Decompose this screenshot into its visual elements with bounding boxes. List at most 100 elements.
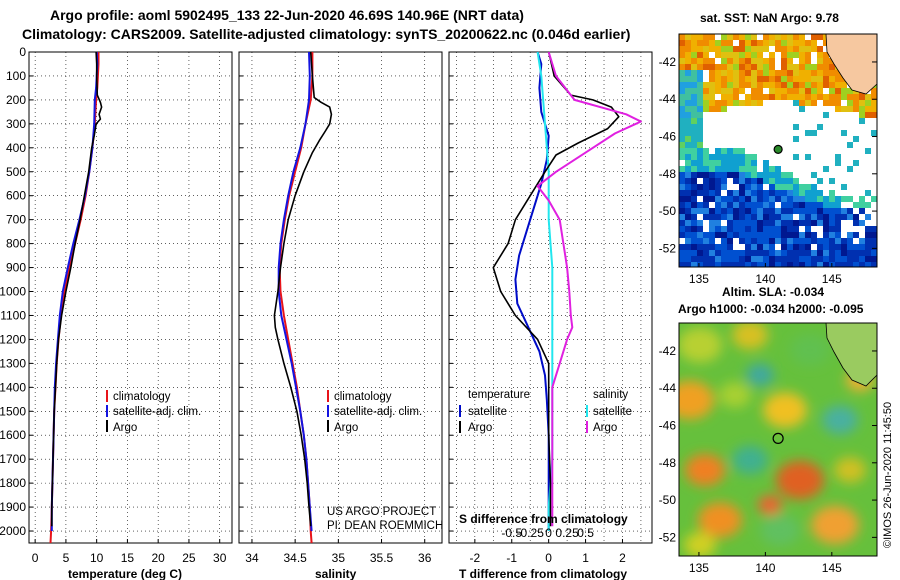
sst-cell [817, 58, 823, 64]
sst-cell [703, 256, 709, 262]
sst-cell [733, 226, 739, 232]
sst-cell [697, 226, 703, 232]
sst-cell [787, 40, 793, 46]
sst-cell [679, 40, 685, 46]
temperature-frame [28, 51, 233, 544]
sst-cell [823, 52, 829, 58]
sst-cell [781, 256, 787, 262]
sst-cell [763, 40, 769, 46]
sst-cell [793, 154, 799, 160]
sst-cell [787, 76, 793, 82]
sst-cell [715, 88, 721, 94]
s-difference-ticks: -0.5-0.25 0 0.250.5 [501, 526, 594, 540]
sst-cell [715, 76, 721, 82]
sst-cell [757, 70, 763, 76]
legend-s-argo: Argo [593, 422, 617, 434]
sst-cell [793, 226, 799, 232]
sst-cell [685, 184, 691, 190]
sst-cell [805, 250, 811, 256]
sst-cell [745, 238, 751, 244]
sst-cell [739, 154, 745, 160]
sst-cell [679, 82, 685, 88]
sst-cell [823, 238, 829, 244]
sst-cell [775, 232, 781, 238]
sst-cell [751, 160, 757, 166]
sst-cell [865, 106, 871, 112]
sst-cell [811, 130, 817, 136]
sst-cell [745, 76, 751, 82]
series-line-argo [50, 51, 103, 527]
sst-cell [787, 244, 793, 250]
sst-cell [817, 250, 823, 256]
sst-cell [859, 202, 865, 208]
sst-cell [709, 64, 715, 70]
sst-cell [685, 130, 691, 136]
sst-cell [817, 220, 823, 226]
sst-cell [781, 82, 787, 88]
lon-tick-label: 135 [689, 561, 709, 575]
sst-cell [733, 232, 739, 238]
sst-cell [751, 154, 757, 160]
tasmania-landmass [825, 323, 877, 387]
sst-cell [841, 184, 847, 190]
sst-cell [799, 202, 805, 208]
sst-cell [721, 88, 727, 94]
sst-cell [733, 256, 739, 262]
sst-cell [793, 190, 799, 196]
x-tick-label: 35.5 [370, 551, 394, 565]
sst-cell [859, 112, 865, 118]
sst-cell [763, 178, 769, 184]
sst-cell [739, 220, 745, 226]
sst-cell [703, 190, 709, 196]
sst-cell [811, 262, 817, 267]
sst-cell [811, 34, 817, 40]
sst-cell [829, 244, 835, 250]
sst-cell [811, 70, 817, 76]
sst-cell [715, 40, 721, 46]
sst-cell [763, 190, 769, 196]
sst-cell [835, 256, 841, 262]
sst-cell [811, 214, 817, 220]
sst-cell [721, 64, 727, 70]
sst-cell [799, 220, 805, 226]
sst-cell [703, 64, 709, 70]
sst-cell [679, 244, 685, 250]
sst-cell [799, 34, 805, 40]
series-line-s-argo [536, 51, 642, 527]
sst-cell [847, 142, 853, 148]
sst-cell [787, 64, 793, 70]
depth-tick-label: 1300 [0, 356, 26, 370]
height-map: Argo h1000: -0.034 h2000: -0.095 -42-44-… [659, 302, 878, 575]
sst-cell [679, 208, 685, 214]
sst-cell [865, 226, 871, 232]
sst-cell [679, 148, 685, 154]
sst-cell [823, 244, 829, 250]
sst-cell [715, 64, 721, 70]
sst-cell [859, 256, 865, 262]
series-line-t-argo [492, 51, 620, 527]
sst-cell [721, 244, 727, 250]
height-anomaly-blob [732, 445, 768, 475]
sst-cell [739, 100, 745, 106]
sst-cell [871, 106, 877, 112]
sst-cell [703, 94, 709, 100]
sst-cell [817, 208, 823, 214]
sst-cell [805, 184, 811, 190]
sst-cell [775, 70, 781, 76]
sst-cell [805, 70, 811, 76]
sst-cell [805, 154, 811, 160]
sst-cell [775, 166, 781, 172]
sst-cell [823, 64, 829, 70]
sst-cell [745, 232, 751, 238]
sst-cell [745, 46, 751, 52]
sst-cell [805, 226, 811, 232]
sst-cell [865, 202, 871, 208]
sst-cell [751, 166, 757, 172]
depth-tick-label: 200 [6, 93, 26, 107]
sst-cell [709, 88, 715, 94]
sst-cell [823, 226, 829, 232]
sst-cell [817, 262, 823, 267]
sst-cell [679, 106, 685, 112]
sst-cell [787, 190, 793, 196]
